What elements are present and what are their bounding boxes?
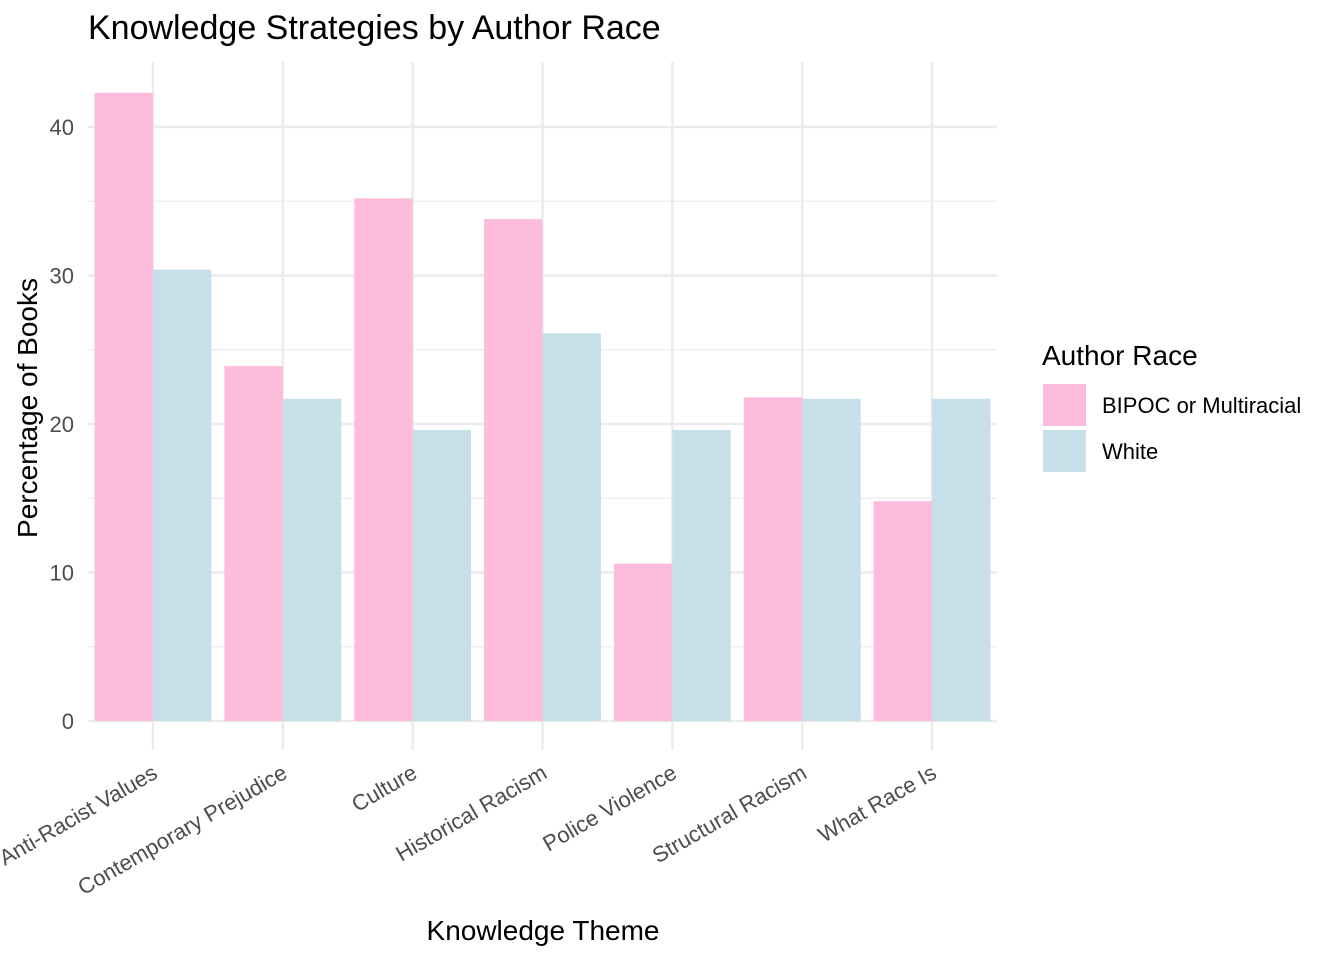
y-tick-label: 0 <box>62 709 74 734</box>
y-axis-title: Percentage of Books <box>12 278 43 538</box>
x-axis-title: Knowledge Theme <box>427 915 660 946</box>
bar <box>802 398 861 721</box>
bar <box>224 366 283 721</box>
bar <box>672 429 731 721</box>
x-tick-label: Culture <box>347 760 421 817</box>
legend-label: BIPOC or Multiracial <box>1102 393 1301 418</box>
legend-swatch <box>1043 384 1086 426</box>
x-tick-label: Contemporary Prejudice <box>73 760 291 900</box>
legend-title: Author Race <box>1042 340 1198 371</box>
y-tick-label: 10 <box>50 561 74 586</box>
y-tick-label: 40 <box>50 115 74 140</box>
x-tick-label: What Race Is <box>814 760 941 848</box>
bar <box>282 398 342 721</box>
bar <box>484 219 543 721</box>
y-tick-label: 20 <box>50 412 74 437</box>
legend: Author Race BIPOC or Multiracial White <box>1042 340 1301 472</box>
legend-label: White <box>1102 439 1158 464</box>
legend-swatch <box>1043 430 1086 472</box>
bar <box>542 333 601 721</box>
bar <box>412 429 472 721</box>
y-axis-ticks: 0 10 20 30 40 <box>50 115 74 734</box>
bar <box>613 563 673 721</box>
bar <box>152 269 212 721</box>
bar <box>873 501 933 721</box>
y-tick-label: 30 <box>50 264 74 289</box>
bar <box>743 397 803 721</box>
bar <box>932 398 991 721</box>
bar <box>94 92 153 722</box>
bar <box>354 198 413 721</box>
chart-title: Knowledge Strategies by Author Race <box>88 9 661 47</box>
bars <box>94 92 991 722</box>
